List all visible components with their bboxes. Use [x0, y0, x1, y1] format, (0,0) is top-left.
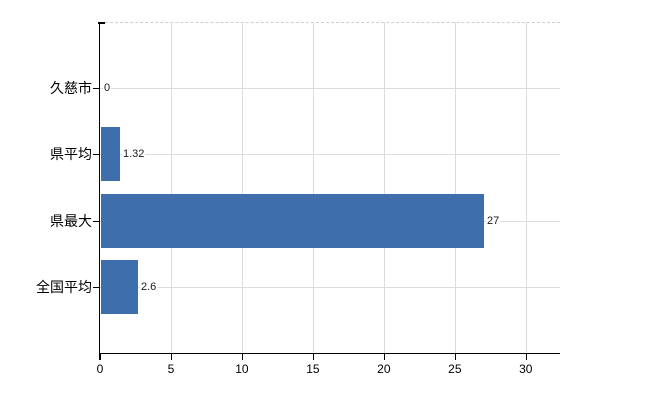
x-tick: [454, 354, 456, 360]
h-gridline: [100, 286, 560, 288]
y-tick: [93, 286, 99, 288]
x-tick: [100, 354, 101, 360]
x-tick-label: 20: [377, 362, 391, 376]
bar-value-label: 2.6: [140, 279, 158, 294]
y-tick: [93, 88, 99, 90]
axis-top-tick: [98, 22, 105, 24]
category-label: 県平均: [50, 146, 92, 163]
y-tick: [93, 220, 99, 222]
x-tick-label: 25: [448, 362, 462, 376]
x-tick: [525, 354, 527, 360]
x-axis-line: [99, 353, 560, 354]
x-tick-label: 30: [519, 362, 533, 376]
y-tick: [93, 154, 99, 156]
x-tick-label: 0: [96, 362, 104, 376]
x-tick: [170, 354, 172, 360]
v-gridline: [525, 22, 527, 353]
v-gridline: [170, 22, 172, 353]
x-tick-label: 10: [235, 362, 249, 376]
bar-value-label: 0: [103, 81, 112, 96]
bar-value-label: 27: [486, 213, 501, 228]
h-gridline: [100, 88, 560, 90]
category-label: 全国平均: [36, 278, 92, 295]
x-tick: [241, 354, 243, 360]
v-gridline: [454, 22, 456, 353]
bar: [101, 193, 484, 248]
x-tick: [312, 354, 314, 360]
v-gridline: [312, 22, 314, 353]
bar: [101, 127, 120, 182]
category-label: 久慈市: [50, 80, 92, 97]
y-axis-line: [99, 22, 100, 360]
v-gridline: [383, 22, 385, 353]
x-tick-label: 15: [306, 362, 320, 376]
bar: [101, 259, 138, 314]
x-tick-label: 5: [167, 362, 175, 376]
category-label: 県最大: [50, 212, 92, 229]
bar-value-label: 1.32: [122, 147, 146, 162]
h-gridline: [100, 154, 560, 156]
plot-top-border: [100, 22, 560, 23]
x-tick: [383, 354, 385, 360]
v-gridline: [241, 22, 243, 353]
